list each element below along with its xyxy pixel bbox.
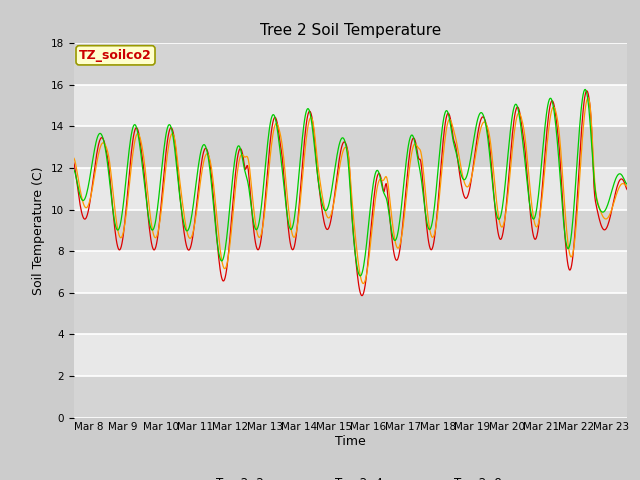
Tree2 -4cm bbox=[439, 154, 447, 159]
Tree2 -2cm bbox=[408, 137, 416, 143]
Bar bbox=[74, 85, 627, 126]
Line: Tree2 -2cm: Tree2 -2cm bbox=[74, 91, 627, 296]
Tree2 -8cm bbox=[70, 167, 77, 172]
Bar bbox=[74, 210, 627, 251]
Tree2 -2cm bbox=[264, 166, 271, 171]
Tree2 -4cm bbox=[264, 179, 271, 184]
Y-axis label: Soil Temperature (C): Soil Temperature (C) bbox=[32, 166, 45, 295]
Bar bbox=[74, 43, 627, 85]
Bar bbox=[74, 126, 627, 168]
Tree2 -4cm bbox=[584, 95, 592, 101]
Tree2 -4cm bbox=[623, 183, 631, 189]
Tree2 -4cm bbox=[70, 155, 77, 161]
Tree2 -8cm bbox=[237, 145, 244, 151]
Title: Tree 2 Soil Temperature: Tree 2 Soil Temperature bbox=[260, 23, 441, 38]
Tree2 -2cm bbox=[237, 145, 244, 151]
Tree2 -2cm bbox=[439, 138, 447, 144]
Tree2 -2cm bbox=[70, 159, 77, 165]
Tree2 -4cm bbox=[237, 154, 244, 159]
Tree2 -2cm bbox=[285, 229, 292, 235]
Bar bbox=[74, 168, 627, 210]
Bar bbox=[74, 335, 627, 376]
Tree2 -2cm bbox=[358, 293, 366, 299]
Line: Tree2 -8cm: Tree2 -8cm bbox=[74, 89, 627, 276]
Tree2 -8cm bbox=[356, 273, 364, 279]
Tree2 -8cm bbox=[582, 86, 589, 92]
Tree2 -8cm bbox=[264, 139, 271, 145]
Bar bbox=[74, 251, 627, 293]
Tree2 -8cm bbox=[408, 132, 416, 138]
Tree2 -4cm bbox=[134, 131, 142, 137]
Tree2 -8cm bbox=[134, 134, 142, 140]
Tree2 -4cm bbox=[285, 207, 292, 213]
Bar bbox=[74, 293, 627, 335]
Text: TZ_soilco2: TZ_soilco2 bbox=[79, 49, 152, 62]
Tree2 -2cm bbox=[134, 130, 142, 135]
Tree2 -4cm bbox=[359, 281, 367, 287]
Legend: Tree2 -2cm, Tree2 -4cm, Tree2 -8cm: Tree2 -2cm, Tree2 -4cm, Tree2 -8cm bbox=[176, 472, 525, 480]
X-axis label: Time: Time bbox=[335, 435, 366, 448]
Line: Tree2 -4cm: Tree2 -4cm bbox=[74, 98, 627, 284]
Tree2 -4cm bbox=[408, 148, 416, 154]
Tree2 -8cm bbox=[285, 221, 292, 227]
Tree2 -2cm bbox=[583, 88, 591, 94]
Tree2 -2cm bbox=[623, 187, 631, 192]
Tree2 -8cm bbox=[623, 181, 631, 187]
Tree2 -8cm bbox=[439, 119, 447, 125]
Bar bbox=[74, 376, 627, 418]
